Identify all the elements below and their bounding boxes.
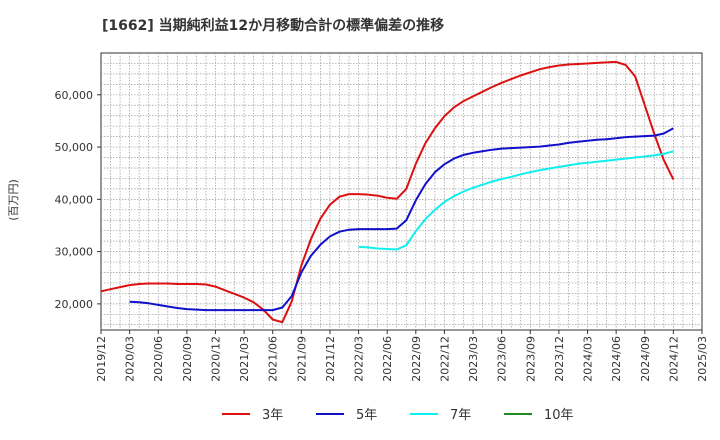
x-tick-label: 2021/12	[324, 336, 337, 382]
series-line-3年	[100, 60, 675, 324]
y-axis: 20,000 30,000 40,000 50,000 60,000	[55, 89, 101, 311]
legend-label-10年: 10年	[544, 408, 574, 423]
y-tick-label: 40,000	[55, 193, 94, 206]
x-axis: 2019/12 2020/03 2020/06 2020/09 2020/12 2021/…	[95, 330, 709, 382]
x-tick-label: 2025/03	[696, 336, 709, 382]
legend: 3年 5年 7年 10年	[222, 408, 574, 423]
series-lines	[100, 60, 675, 324]
x-tick-label: 2020/09	[181, 336, 194, 382]
x-tick-label: 2024/09	[639, 336, 652, 382]
y-tick-label: 60,000	[55, 89, 94, 102]
x-tick-label: 2023/12	[553, 336, 566, 382]
x-tick-label: 2020/12	[209, 336, 222, 382]
series-line-7年	[358, 150, 674, 251]
x-tick-label: 2021/03	[238, 336, 251, 382]
x-tick-label: 2022/03	[353, 336, 366, 382]
x-tick-label: 2022/09	[410, 336, 423, 382]
grid	[101, 53, 702, 330]
x-tick-label: 2020/06	[152, 336, 165, 382]
y-tick-label: 20,000	[55, 298, 94, 311]
x-tick-label: 2020/03	[124, 336, 137, 382]
y-tick-label: 30,000	[55, 246, 94, 259]
x-tick-label: 2019/12	[95, 336, 108, 382]
x-tick-label: 2022/12	[438, 336, 451, 382]
legend-label-3年: 3年	[262, 408, 283, 423]
x-tick-label: 2021/09	[295, 336, 308, 382]
x-tick-label: 2024/03	[582, 336, 595, 382]
legend-label-7年: 7年	[450, 408, 471, 423]
x-tick-label: 2022/06	[381, 336, 394, 382]
y-tick-label: 50,000	[55, 141, 94, 154]
x-tick-label: 2024/12	[667, 336, 680, 382]
chart-title: [1662] 当期純利益12か月移動合計の標準偏差の推移	[102, 17, 444, 34]
x-tick-label: 2023/09	[524, 336, 537, 382]
x-tick-label: 2021/06	[267, 336, 280, 382]
legend-label-5年: 5年	[356, 408, 377, 423]
x-tick-label: 2023/06	[496, 336, 509, 382]
y-axis-label: (百万円)	[7, 179, 20, 221]
series-line-5年	[129, 127, 674, 312]
x-tick-label: 2024/06	[610, 336, 623, 382]
x-tick-label: 2023/03	[467, 336, 480, 382]
